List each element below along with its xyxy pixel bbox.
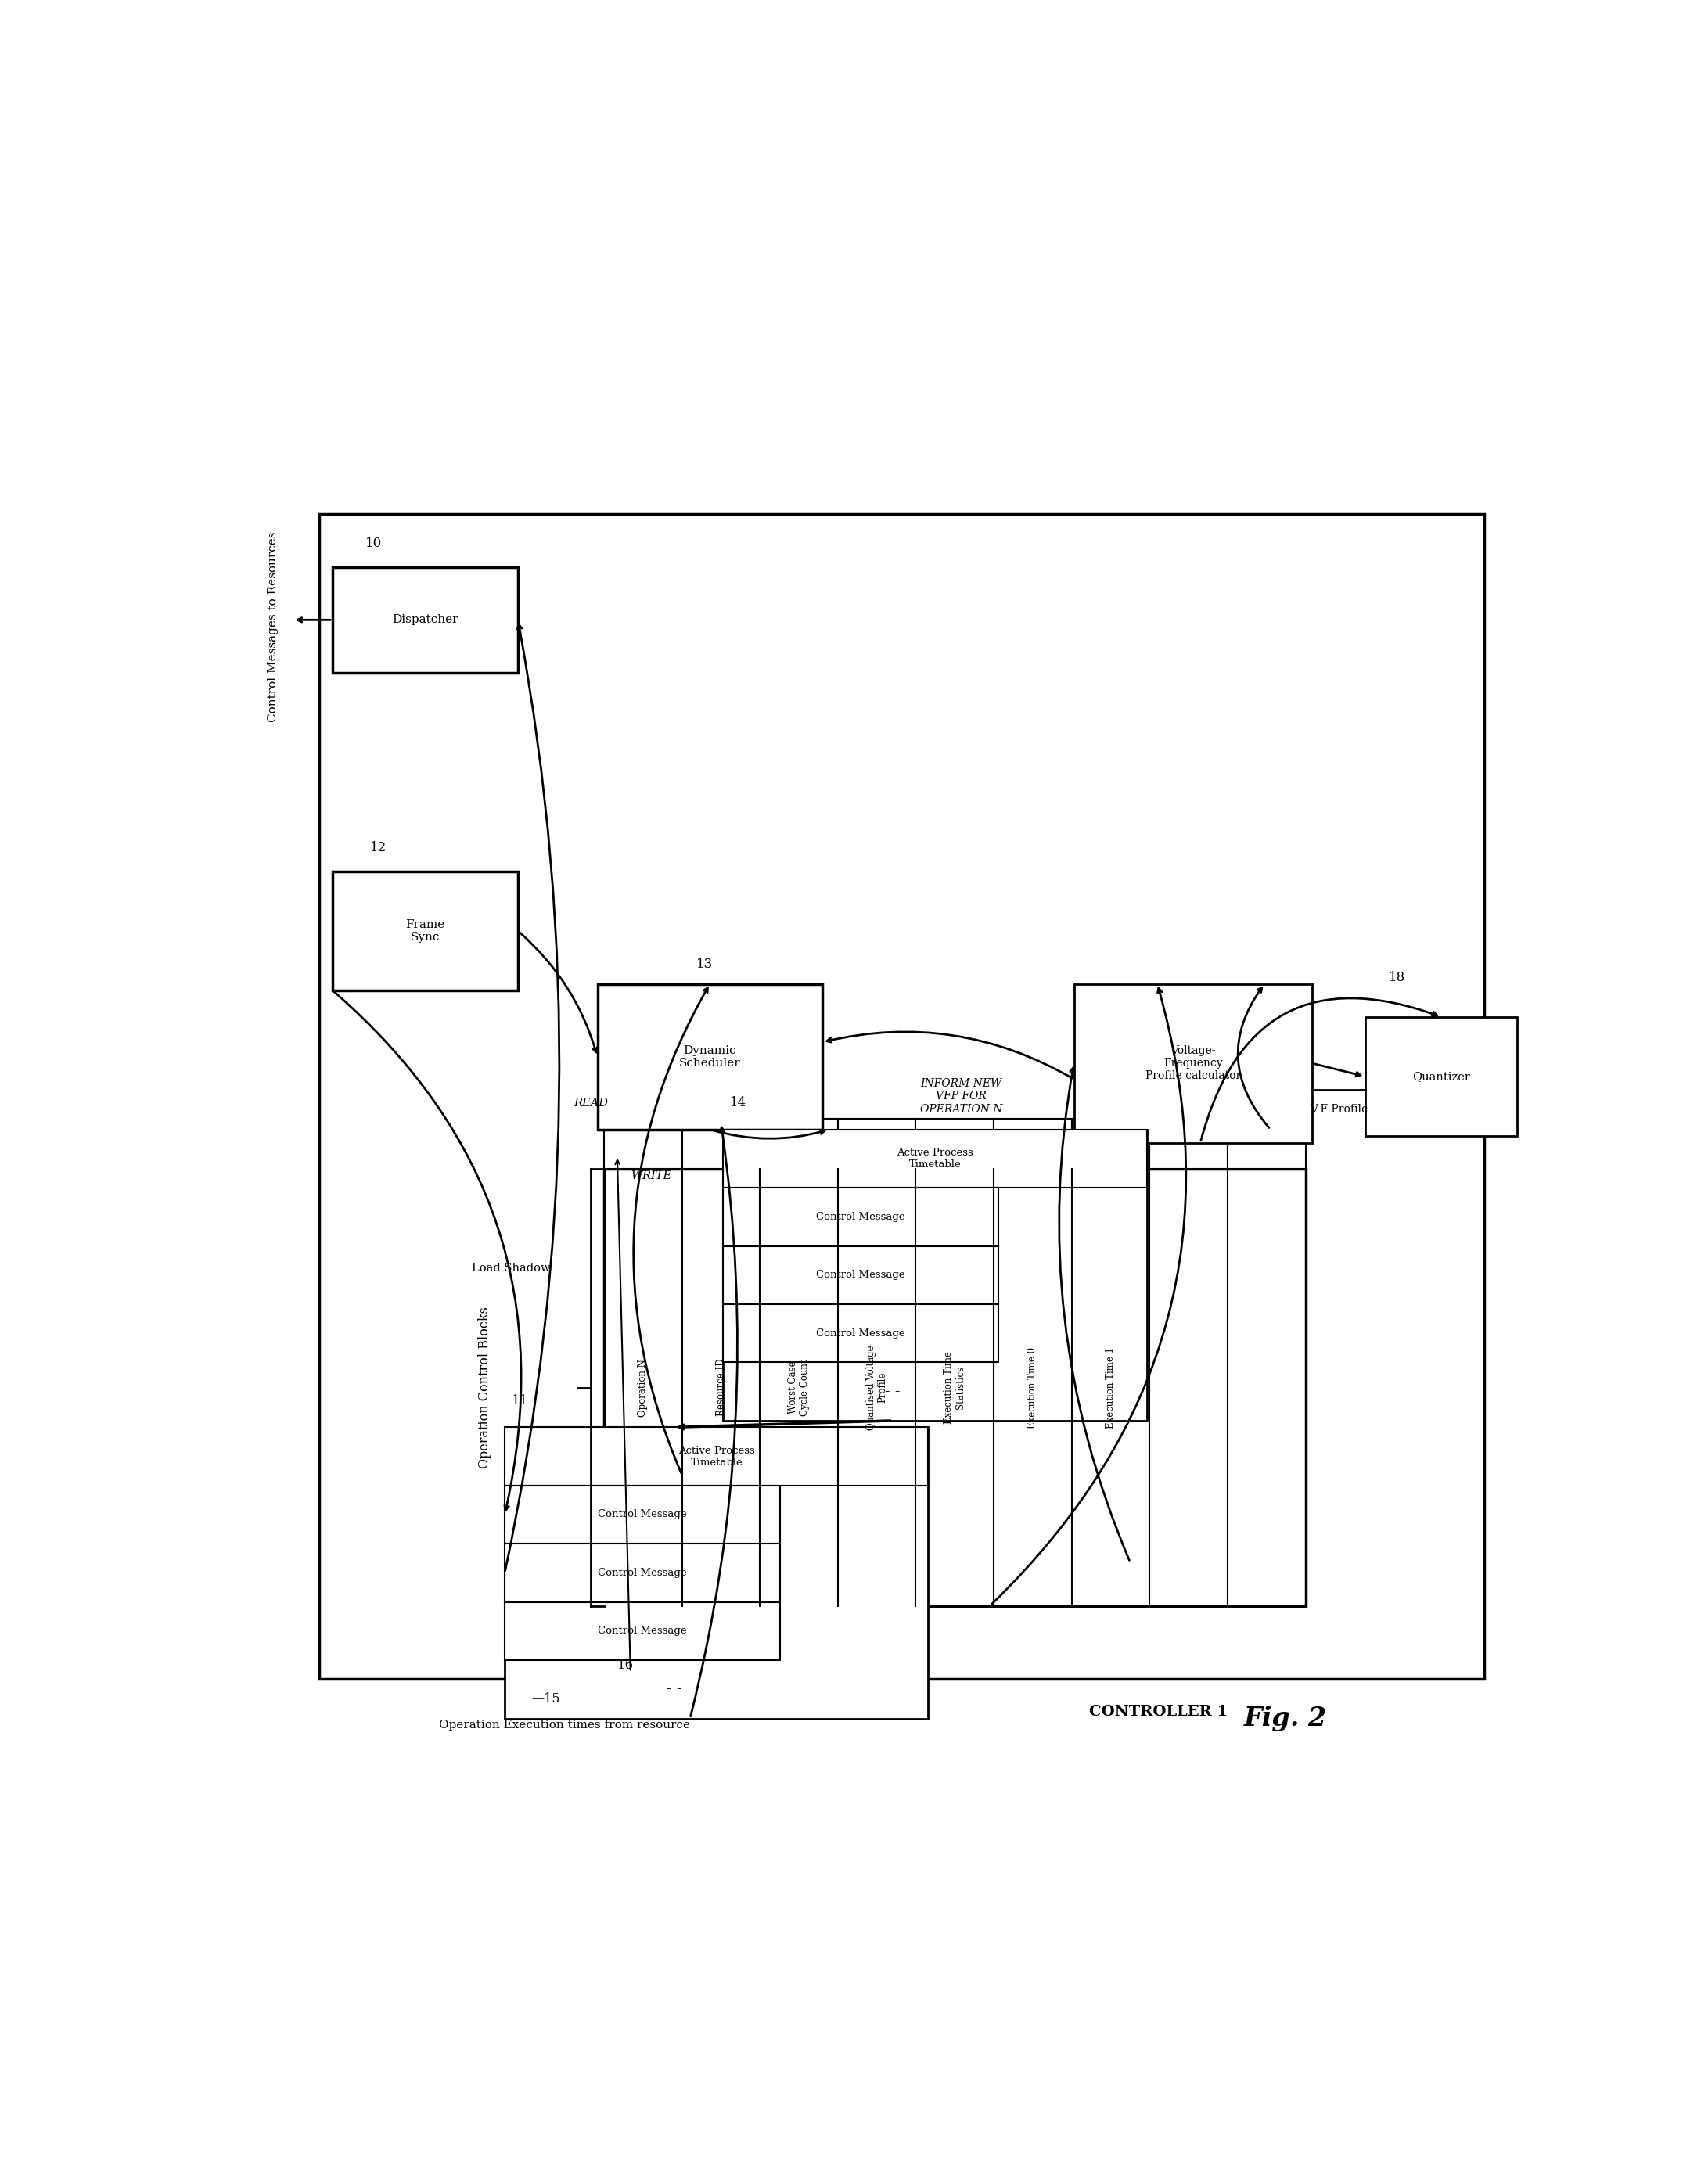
Text: 11: 11 (511, 1394, 528, 1407)
Bar (994, 1118, 1071, 1170)
Text: Fig. 2: Fig. 2 (1243, 1706, 1327, 1730)
Text: Voltage-
Frequency
Profile calculator: Voltage- Frequency Profile calculator (1144, 1044, 1242, 1081)
Text: INFORM NEW
VFP FOR
OPERATION N: INFORM NEW VFP FOR OPERATION N (921, 1079, 1003, 1114)
Text: 18: 18 (1389, 970, 1406, 983)
Text: CONTROLLER 1: CONTROLLER 1 (1088, 1704, 1228, 1719)
Text: Execution Time
Statistics: Execution Time Statistics (945, 1350, 965, 1424)
Bar (1228, 1118, 1305, 1170)
Text: Execution Time 1: Execution Time 1 (1105, 1346, 1115, 1429)
Text: Worst Case
Cycle Count: Worst Case Cycle Count (787, 1359, 810, 1415)
Text: Load Shadow: Load Shadow (471, 1264, 550, 1274)
Bar (915, 1118, 994, 1170)
Text: - -: - - (666, 1683, 681, 1696)
Text: Execution Time 0: Execution Time 0 (1028, 1346, 1038, 1429)
Bar (722, 1129, 1146, 1420)
Bar (722, 1188, 999, 1246)
Text: Dynamic
Scheduler: Dynamic Scheduler (680, 1044, 741, 1068)
Text: Control Messages to Resources: Control Messages to Resources (268, 532, 278, 721)
Bar (839, 1118, 915, 1170)
Bar (760, 1118, 839, 1170)
Text: 10: 10 (366, 536, 383, 549)
Bar (605, 1170, 1305, 1607)
Bar (722, 1305, 999, 1363)
Bar (598, 983, 822, 1129)
Text: - -: - - (885, 1385, 900, 1398)
Text: Operation N: Operation N (637, 1359, 647, 1415)
Text: Control Message: Control Message (816, 1270, 905, 1281)
Bar (605, 1118, 681, 1170)
Bar (506, 1485, 781, 1544)
Text: 14: 14 (729, 1096, 746, 1109)
Text: 12: 12 (369, 840, 386, 853)
Text: Quantizer: Quantizer (1413, 1070, 1471, 1081)
Text: Quantised Voltage
Profile: Quantised Voltage Profile (866, 1346, 888, 1431)
Text: Control Message: Control Message (598, 1567, 687, 1578)
Bar (506, 1426, 929, 1719)
Text: WRITE: WRITE (630, 1170, 671, 1181)
Text: Resource ID: Resource ID (716, 1359, 726, 1415)
Text: Control Message: Control Message (598, 1626, 687, 1637)
Text: Operation Execution times from resource: Operation Execution times from resource (439, 1719, 690, 1730)
Bar (1149, 1118, 1228, 1170)
Text: Frame
Sync: Frame Sync (405, 918, 446, 942)
Text: Control Message: Control Message (816, 1211, 905, 1222)
Text: Active Process
Timetable: Active Process Timetable (678, 1446, 755, 1468)
Text: Control Message: Control Message (598, 1509, 687, 1520)
Text: READ: READ (574, 1099, 608, 1109)
Bar (506, 1544, 781, 1602)
Bar (722, 1129, 1146, 1188)
Text: Control Message: Control Message (816, 1329, 905, 1337)
Text: Operation Control Blocks: Operation Control Blocks (478, 1307, 492, 1468)
Text: V-F Profile: V-F Profile (1310, 1105, 1368, 1116)
Bar (506, 1602, 781, 1661)
Text: Dispatcher: Dispatcher (393, 614, 458, 625)
Text: 13: 13 (697, 957, 714, 970)
Bar (319, 515, 1484, 1678)
Bar (1071, 1118, 1149, 1170)
Bar (333, 871, 518, 990)
Text: 16: 16 (617, 1659, 634, 1672)
Bar (333, 567, 518, 673)
Bar (722, 1246, 999, 1305)
Text: —15: —15 (531, 1691, 560, 1704)
Bar (1365, 1016, 1517, 1135)
Bar (506, 1426, 929, 1485)
Bar (1074, 983, 1312, 1142)
Text: Active Process
Timetable: Active Process Timetable (897, 1148, 974, 1170)
Bar (681, 1118, 760, 1170)
